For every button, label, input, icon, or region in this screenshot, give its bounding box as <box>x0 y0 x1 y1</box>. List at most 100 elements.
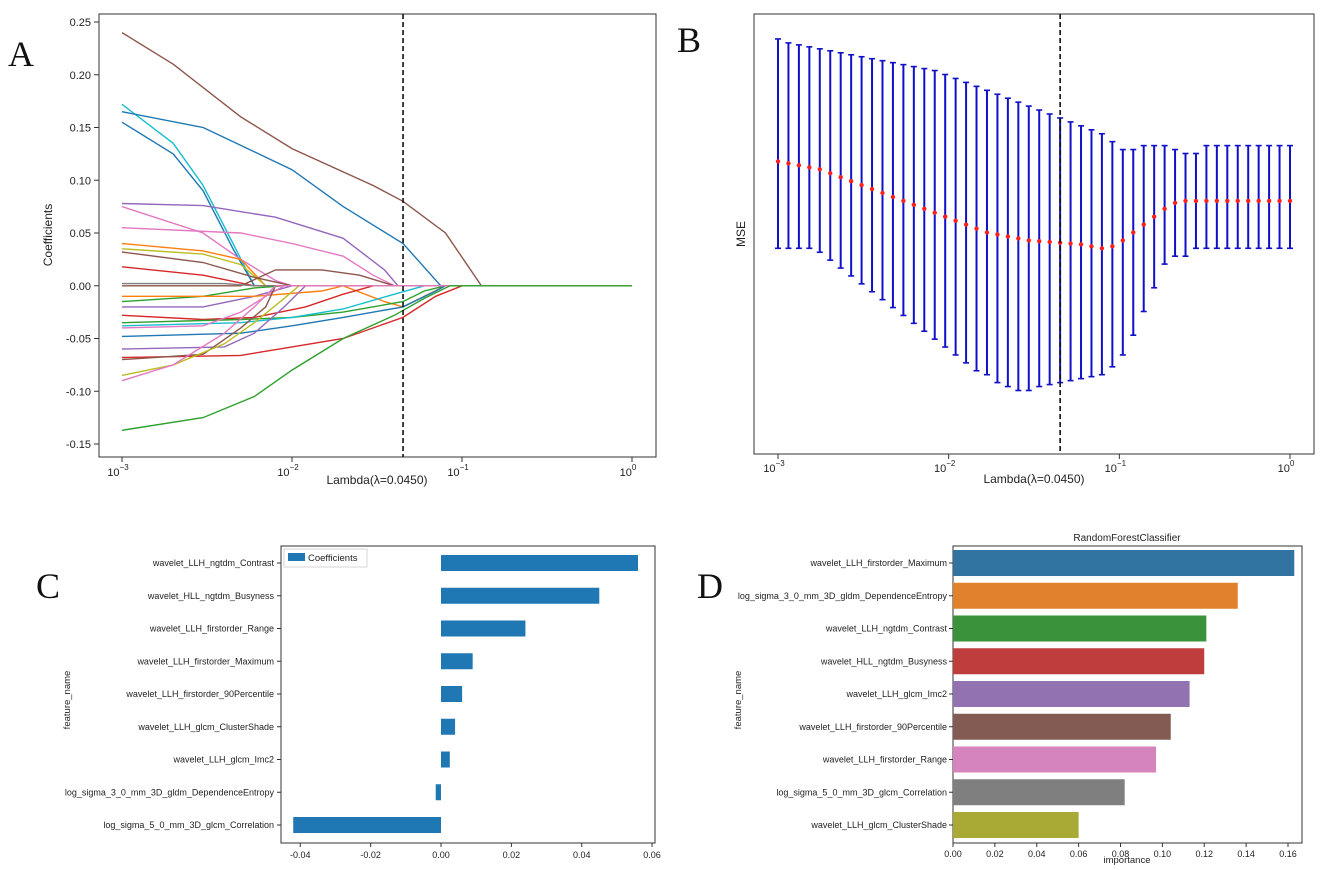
coef-line-2 <box>121 111 632 287</box>
chart-c-ylabel: feature_name <box>62 671 73 730</box>
mse-point <box>880 190 885 196</box>
coef-line-25 <box>121 285 632 382</box>
chart-c-bars-group: wavelet_LLH_ngtdm_Contrast wavelet_HLL_ng… <box>65 555 638 833</box>
category-label: log_sigma_5_0_mm_3D_glcm_Correlation <box>103 820 274 830</box>
importance-bar <box>953 681 1190 707</box>
importance-bar <box>953 615 1207 642</box>
chart-d-xlabel: importance <box>1104 855 1151 866</box>
category-label: log_sigma_5_0_mm_3D_glcm_Correlation <box>776 787 947 797</box>
x-tick-label: 10−1 <box>447 463 469 479</box>
coef-line-1 <box>121 103 632 287</box>
mse-point <box>1266 198 1272 204</box>
mse-point <box>911 202 917 208</box>
category-label: wavelet_LLH_glcm_ClusterShade <box>810 820 947 830</box>
mse-point <box>922 206 927 211</box>
category-label: wavelet_LLH_firstorder_Maximum <box>136 656 274 666</box>
chart-a-frame <box>98 13 657 458</box>
y-tick-label: 0.00 <box>70 281 91 293</box>
category-label: wavelet_HLL_ngtdm_Busyness <box>147 591 275 601</box>
x-tick-label: 10−3 <box>763 459 785 475</box>
category-label: wavelet_LLH_glcm_Imc2 <box>172 755 274 765</box>
coef-bar <box>441 751 450 768</box>
panel-label-a: A <box>8 34 34 74</box>
category-label: wavelet_LLH_firstorder_90Percentile <box>798 722 947 732</box>
chart-a-ylabel: Coefficients <box>41 204 55 266</box>
coef-bar <box>441 718 456 735</box>
panel-label-c: C <box>36 566 60 606</box>
y-tick-label: -0.05 <box>66 334 91 346</box>
x-tick-label: 0.06 <box>1070 849 1088 859</box>
category-label: wavelet_LLH_glcm_Imc2 <box>845 689 947 699</box>
panel-label-d: D <box>697 566 723 606</box>
chart-b-mse-path: 10−3 10−2 10−1 100 Lambda(λ=0.0450) MSE <box>734 13 1315 486</box>
x-tick-label: 0.10 <box>1154 849 1172 859</box>
mse-point <box>1277 198 1282 204</box>
chart-b-xlabel: Lambda(λ=0.0450) <box>983 472 1084 486</box>
coef-line-4 <box>121 202 632 287</box>
chart-a-xlabel: Lambda(λ=0.0450) <box>326 473 427 487</box>
x-tick-exponent: −1 <box>460 463 470 472</box>
chart-c-legend: Coefficients <box>283 548 368 568</box>
mse-point <box>1151 214 1157 219</box>
mse-point <box>1037 238 1042 244</box>
mse-point <box>1047 239 1052 245</box>
coef-line-0 <box>121 32 632 287</box>
category-label: log_sigma_3_0_mm_3D_gldm_DependenceEntro… <box>65 787 275 797</box>
chart-d-ylabel: feature_name <box>733 671 744 730</box>
coef-bar <box>435 784 441 801</box>
mse-point <box>942 214 948 219</box>
y-tick-label: 0.05 <box>70 228 91 240</box>
x-tick-exponent: −2 <box>946 459 956 468</box>
mse-point <box>1131 230 1136 235</box>
chart-a-series-group <box>121 32 632 431</box>
category-label: wavelet_HLL_ngtdm_Busyness <box>820 656 948 666</box>
mse-point <box>1235 198 1240 204</box>
mse-point <box>1110 244 1115 249</box>
mse-point <box>1183 198 1188 204</box>
mse-point <box>817 167 822 172</box>
importance-bar <box>953 550 1295 576</box>
category-label: wavelet_LLH_firstorder_Maximum <box>809 558 947 568</box>
x-tick-label: 0.02 <box>986 849 1004 859</box>
mse-point <box>984 230 990 235</box>
chart-b-frame <box>753 13 1315 455</box>
x-tick-label: 0.00 <box>432 850 450 860</box>
category-label: wavelet_LLH_ngtdm_Contrast <box>825 624 948 634</box>
category-label: wavelet_LLH_firstorder_Range <box>822 755 947 765</box>
coef-line-17 <box>121 285 632 324</box>
x-tick-label: 0.08 <box>1112 849 1130 859</box>
importance-bar <box>953 648 1205 675</box>
coef-bar <box>441 555 638 571</box>
mse-point <box>1089 244 1094 249</box>
coef-line-16 <box>121 285 632 321</box>
x-tick-label: -0.02 <box>360 850 381 860</box>
chart-b-errorbars-group <box>775 38 1293 392</box>
mse-point <box>1005 234 1011 239</box>
chart-c-lasso-coefficients: wavelet_LLH_ngtdm_Contrast wavelet_HLL_ng… <box>62 545 661 860</box>
chart-d-random-forest-importance: wavelet_LLH_firstorder_Maximum log_sigma_… <box>733 533 1303 866</box>
mse-point <box>1016 236 1021 241</box>
coef-line-15 <box>122 285 632 308</box>
x-tick-label: 0.06 <box>643 850 661 860</box>
mse-point <box>859 182 864 188</box>
x-tick-label: 10−2 <box>934 459 956 475</box>
x-tick-label: 0.14 <box>1237 849 1255 859</box>
mse-point <box>974 226 979 231</box>
coef-line-26 <box>121 285 632 431</box>
x-tick-label: -0.04 <box>290 850 311 860</box>
x-tick-exponent: −2 <box>290 463 300 472</box>
mse-point <box>1099 246 1105 251</box>
y-tick-label: -0.10 <box>66 386 91 398</box>
category-label: wavelet_LLH_firstorder_Range <box>149 624 274 634</box>
mse-point <box>1193 198 1199 204</box>
importance-bar <box>953 746 1157 773</box>
x-tick-label: 0.02 <box>503 850 521 860</box>
category-label: wavelet_LLH_glcm_ClusterShade <box>137 722 274 732</box>
mse-point <box>1225 198 1230 204</box>
x-tick-label: 0.00 <box>944 849 962 859</box>
coef-line-19 <box>121 285 632 338</box>
importance-bar <box>953 582 1238 609</box>
coef-line-22 <box>121 285 632 359</box>
mse-point <box>1246 198 1251 204</box>
mse-point <box>1214 198 1220 204</box>
